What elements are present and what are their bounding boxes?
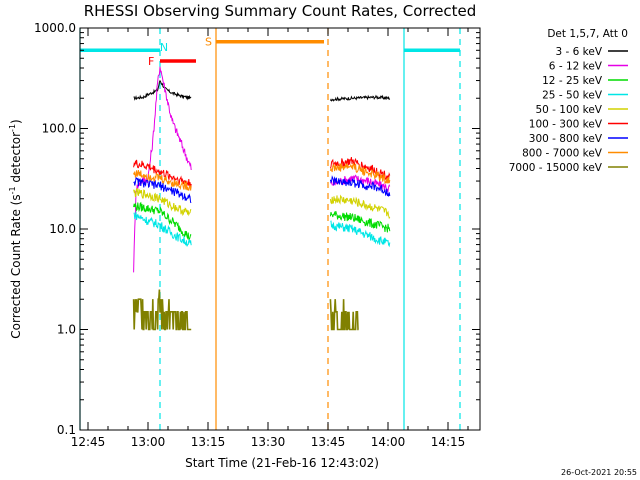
y-tick-label-3: 100.0	[42, 122, 76, 136]
legend-label-4: 50 - 100 keV	[535, 104, 602, 116]
series-2	[133, 201, 391, 240]
y-axis-label-sup1: -1	[8, 186, 17, 194]
series-4	[133, 188, 391, 220]
plot-frame	[79, 27, 481, 431]
y-tick-label-2: 10.0	[49, 222, 76, 236]
x-tick-label-4: 13:45	[311, 435, 346, 449]
series-2-segment-1	[329, 210, 391, 233]
footer-timestamp: 26-Oct-2021 20:55	[561, 468, 637, 477]
series-0	[133, 79, 391, 102]
series-5-segment-0	[133, 159, 192, 189]
x-axis-label: Start Time (21-Feb-16 12:43:02)	[185, 456, 379, 470]
series-3-segment-0	[133, 211, 192, 247]
series-7	[133, 162, 391, 191]
legend-label-1: 6 - 12 keV	[549, 61, 603, 73]
n-label: N	[160, 41, 168, 54]
x-tick-label-6: 14:15	[431, 435, 466, 449]
series-7-segment-1	[329, 162, 391, 185]
legend-title: Det 1,5,7, Att 0	[547, 28, 628, 40]
series-3-segment-1	[330, 220, 391, 248]
legend: Det 1,5,7, Att 0 3 - 6 keV 6 - 12 keV 12 -…	[509, 28, 628, 174]
y-axis-label-part2: detector	[9, 132, 23, 187]
series-0-segment-0	[133, 79, 192, 101]
y-axis: 0.1 1.0 10.0 100.0 1000.0	[34, 21, 480, 437]
y-tick-label-1: 1.0	[57, 323, 76, 337]
plot-area: F S N	[79, 28, 461, 430]
x-tick-label-0: 12:45	[71, 435, 106, 449]
legend-label-7: 800 - 7000 keV	[522, 148, 603, 160]
x-tick-label-3: 13:30	[251, 435, 286, 449]
legend-label-8: 7000 - 15000 keV	[509, 162, 603, 174]
series-4-segment-1	[329, 194, 391, 220]
series-6	[133, 175, 391, 204]
x-axis: 12:45 13:00 13:15 13:30 13:45 14:00 14:15	[71, 28, 469, 449]
series-8-segment-0	[132, 289, 192, 331]
x-tick-label-2: 13:15	[191, 435, 226, 449]
flare-label: F	[148, 55, 154, 68]
s-label: S	[205, 36, 212, 49]
legend-label-0: 3 - 6 keV	[555, 46, 602, 58]
series-6-segment-1	[329, 175, 391, 197]
chart-title: RHESSI Observing Summary Count Rates, Co…	[84, 2, 477, 20]
y-axis-label-part3: )	[9, 119, 23, 124]
series-4-segment-0	[133, 188, 192, 217]
legend-label-6: 300 - 800 keV	[529, 133, 603, 145]
y-tick-label-4: 1000.0	[34, 21, 76, 35]
y-axis-label-part1: Corrected Count Rate (s	[9, 194, 23, 338]
legend-label-5: 100 - 300 keV	[529, 119, 603, 131]
legend-label-3: 25 - 50 keV	[542, 90, 603, 102]
series-8	[132, 289, 359, 331]
series-6-segment-0	[133, 177, 192, 204]
y-tick-label-0: 0.1	[57, 423, 76, 437]
series-2-segment-0	[133, 201, 192, 240]
y-axis-label-sup2: -1	[8, 124, 17, 132]
series-3	[133, 211, 391, 248]
series-8-segment-1	[329, 299, 359, 331]
legend-label-2: 12 - 25 keV	[542, 75, 603, 87]
x-tick-label-1: 13:00	[131, 435, 166, 449]
series-7-segment-0	[133, 169, 192, 191]
y-axis-label: Corrected Count Rate (s-1 detector-1)	[8, 119, 23, 338]
series-0-segment-1	[329, 94, 391, 102]
x-tick-label-5: 14:00	[371, 435, 406, 449]
